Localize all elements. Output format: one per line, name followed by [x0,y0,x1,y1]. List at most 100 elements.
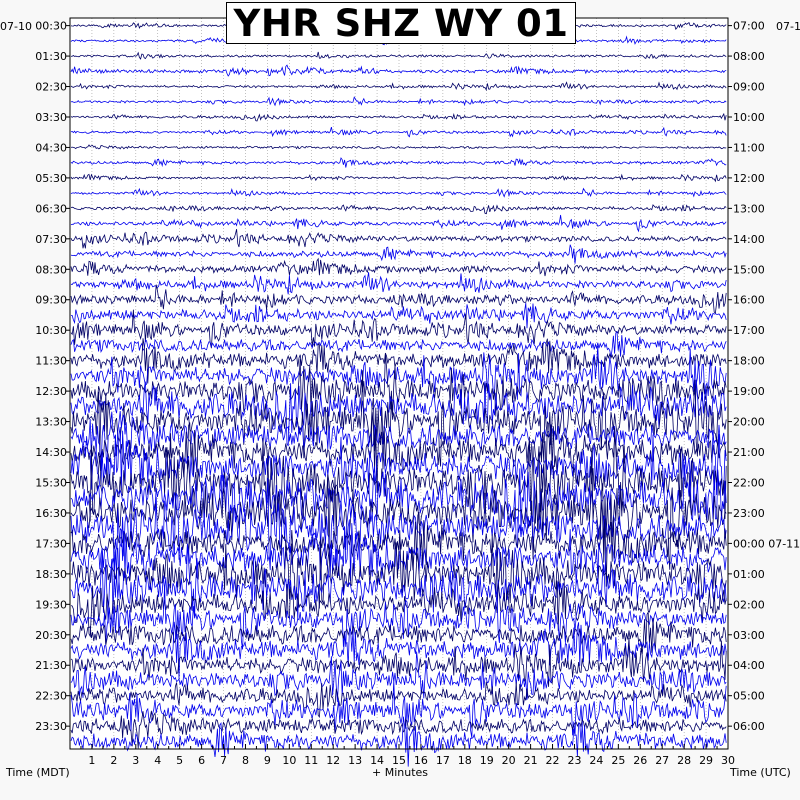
right-tick-label: 04:00 [733,659,765,672]
x-tick-label: 17 [436,754,450,767]
seismic-trace [70,353,727,420]
right-tick-label: 12:00 [733,172,765,185]
seismic-trace [70,716,727,767]
right-tick-label: 03:00 [733,629,765,642]
right-tick-label: 05:00 [733,690,765,703]
right-tick-label: 02:00 [733,598,765,611]
right-tick-label: 09:00 [733,81,765,94]
seismic-trace [70,412,727,493]
x-tick-label: 8 [242,754,249,767]
left-tick-label: 23:30 [35,720,67,733]
left-tick-label: 20:30 [35,629,67,642]
right-tick-label: 19:00 [733,385,765,398]
right-tick-label: 22:00 [733,476,765,489]
seismic-trace [70,621,727,679]
x-tick-label: 30 [721,754,735,767]
x-tick-label: 1 [88,754,95,767]
right-tick-label: 18:00 [733,355,765,368]
right-tick-label: 10:00 [733,111,765,124]
x-tick-label: 23 [567,754,581,767]
seismic-trace [70,126,727,138]
seismic-trace [70,229,727,249]
seismic-trace [70,96,727,107]
seismic-trace [70,204,727,215]
x-tick-label: 13 [348,754,362,767]
label-layer: 1 2 3 4 5 6 7 8 9 10 11 12 13 14 15 16 17 18 19 20 21 22 23 24 2… [35,20,800,767]
x-tick-label: 16 [414,754,428,767]
seismic-trace [70,610,727,655]
frame-layer [66,17,732,750]
x-tick-label: 19 [480,754,494,767]
left-tick-label: 03:30 [35,111,67,124]
seismic-trace [70,272,727,295]
x-tick-label: 11 [304,754,318,767]
seismic-trace [70,477,727,578]
left-tick-label: 08:30 [35,263,67,276]
x-tick-label: 7 [220,754,227,767]
chart-title-box: YHR SHZ WY 01 [226,2,576,44]
x-tick-label: 28 [677,754,691,767]
right-axis-label: Time (UTC) [730,766,791,779]
x-tick-label: 24 [589,754,603,767]
seismic-trace [70,302,727,329]
left-tick-label: 12:30 [35,385,67,398]
x-tick-label: 12 [326,754,340,767]
x-tick-label: 9 [264,754,271,767]
seismic-trace [70,284,727,314]
seismic-trace [70,637,727,687]
left-date-label: 07-10 [0,20,32,33]
right-tick-label: 15:00 [733,263,765,276]
left-tick-label: 06:30 [35,202,67,215]
x-tick-label: 22 [546,754,560,767]
x-tick-label: 4 [154,754,161,767]
left-tick-label: 14:30 [35,446,67,459]
x-tick-label: 29 [699,754,713,767]
seismic-trace [70,330,727,358]
seismic-trace [70,64,727,77]
right-tick-label: 16:00 [733,294,765,307]
seismic-trace [70,651,727,703]
left-tick-label: 19:30 [35,598,67,611]
x-tick-label: 18 [458,754,472,767]
seismic-trace [70,585,727,650]
right-date-label: 07-1 [776,20,800,33]
left-tick-label: 11:30 [35,355,67,368]
left-tick-label: 02:30 [35,81,67,94]
seismic-trace [70,157,727,168]
left-tick-label: 16:30 [35,507,67,520]
left-tick-label: 09:30 [35,294,67,307]
seismic-trace [70,338,727,384]
left-tick-label: 04:30 [35,141,67,154]
seismic-trace [70,81,727,91]
right-tick-label: 21:00 [733,446,765,459]
right-tick-label: 23:00 [733,507,765,520]
seismic-trace [70,144,727,150]
right-tick-label: 06:00 [733,720,765,733]
seismic-trace [70,710,727,749]
right-tick-label: 08:00 [733,50,765,63]
x-tick-label: 25 [611,754,625,767]
left-tick-label: 05:30 [35,172,67,185]
right-tick-label: 14:00 [733,233,765,246]
seismic-trace [70,51,727,60]
x-tick-label: 20 [502,754,516,767]
x-tick-label: 14 [370,754,384,767]
x-tick-label: 2 [110,754,117,767]
left-tick-label: 13:30 [35,416,67,429]
left-tick-label: 01:30 [35,50,67,63]
right-tick-label: 00:00 07-11 [733,537,800,550]
left-tick-label: 07:30 [35,233,67,246]
right-tick-label: 01:00 [733,568,765,581]
seismic-trace [70,681,727,718]
right-tick-label: 17:00 [733,324,765,337]
right-tick-label: 20:00 [733,416,765,429]
x-tick-label: 15 [392,754,406,767]
left-tick-label: 10:30 [35,324,67,337]
left-tick-label: 21:30 [35,659,67,672]
left-tick-label: 00:30 [35,20,67,33]
seismic-trace [70,519,727,585]
seismic-trace [70,257,727,277]
left-tick-label: 17:30 [35,537,67,550]
left-tick-label: 18:30 [35,568,67,581]
